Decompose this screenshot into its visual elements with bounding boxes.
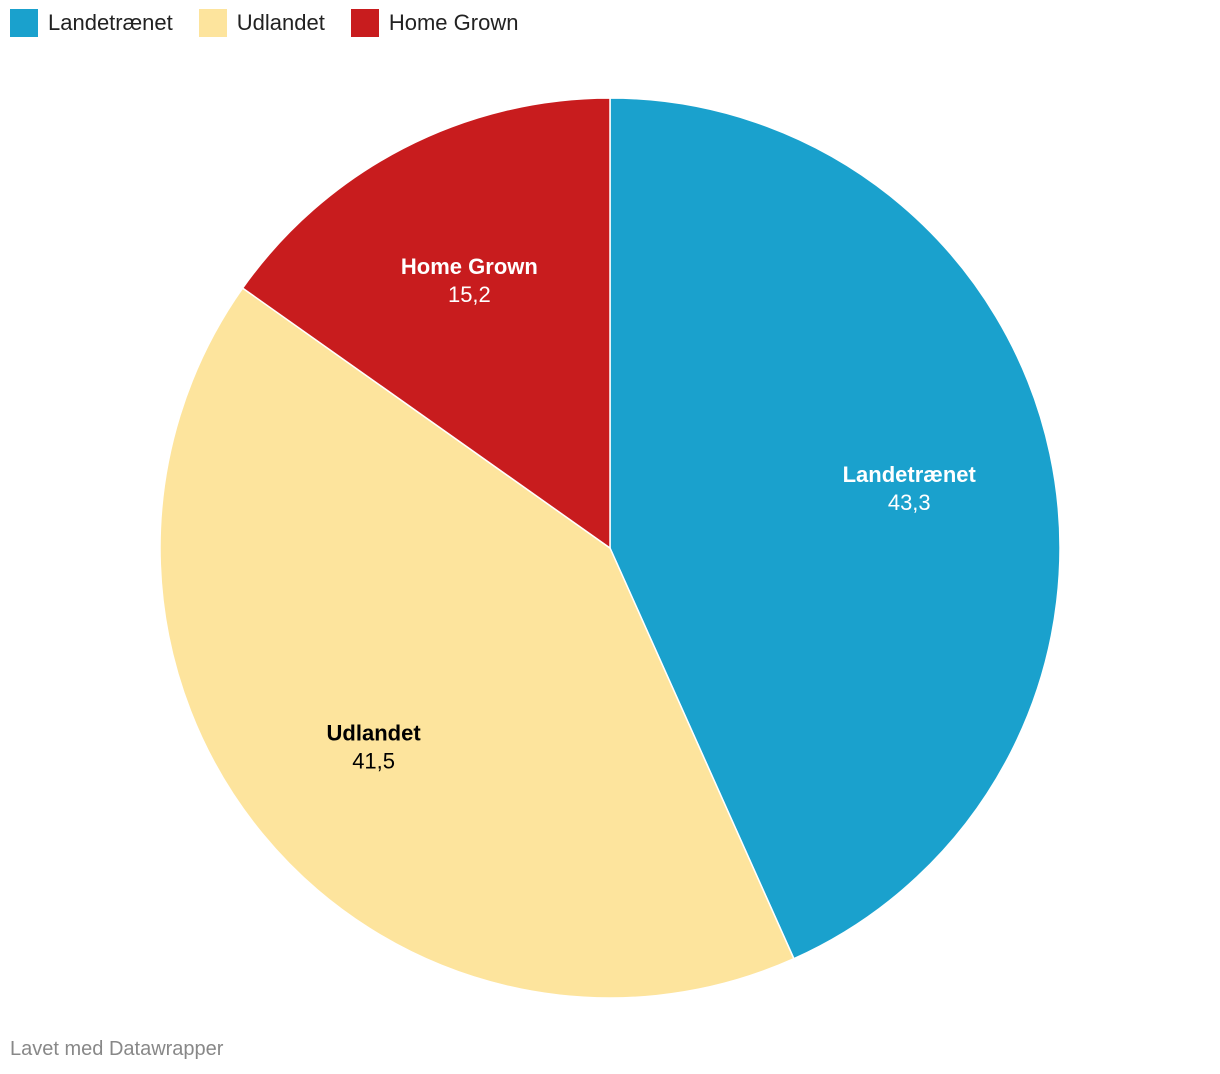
slice-labels: Landetrænet 43,3 Udlandet 41,5 Home Grown 15,… [327,254,977,773]
slice-label-udlandet: Udlandet [327,720,422,745]
legend-swatch-home-grown [350,9,379,37]
legend-item-udlandet: Udlandet [198,9,325,37]
pie-slice-udlandet [159,287,795,999]
legend-swatch-udlandet [198,9,227,37]
datawrapper-credit: Lavet med Datawrapper [10,1038,224,1060]
pie-slice-landetraenet [609,97,1061,960]
legend-item-home-grown: Home Grown [350,9,519,37]
legend-label-home-grown: Home Grown [388,10,519,35]
legend-label-landetraenet: Landetrænet [48,10,173,35]
slice-value-home-grown: 15,2 [448,282,491,307]
slice-value-udlandet: 41,5 [352,748,395,773]
slice-label-landetraenet: Landetrænet [843,462,977,487]
legend-item-landetraenet: Landetrænet [10,9,173,37]
pie-slice-home-grown [241,97,611,550]
slice-value-landetraenet: 43,3 [888,490,931,515]
slice-label-home-grown: Home Grown [401,254,538,279]
legend-label-udlandet: Udlandet [236,10,325,35]
legend-swatch-landetraenet [10,9,38,37]
chart-legend: Landetrænet Udlandet Home Grown [10,9,518,37]
